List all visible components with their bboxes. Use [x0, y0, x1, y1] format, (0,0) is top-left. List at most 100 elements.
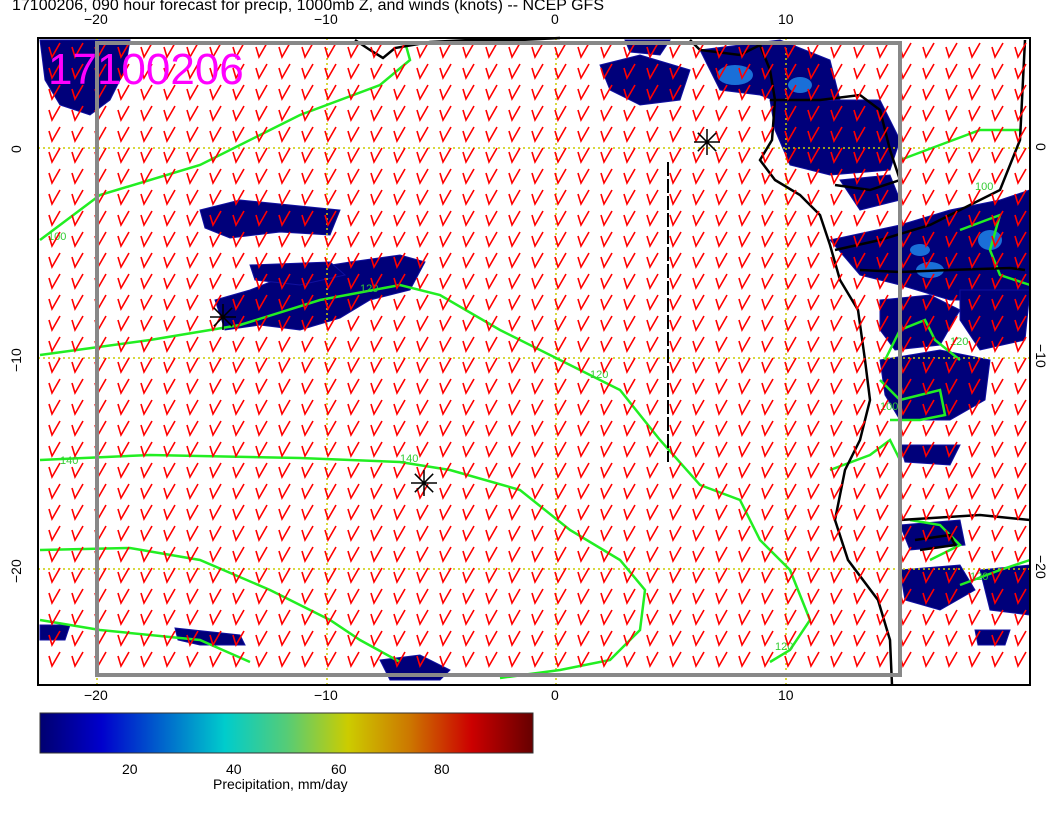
wind-barb	[531, 357, 544, 375]
wind-barb	[784, 210, 797, 228]
wind-barb	[646, 315, 659, 333]
wind-barb	[738, 315, 751, 333]
wind-barb	[485, 588, 498, 606]
wind-barb	[807, 336, 820, 354]
wind-barb	[163, 609, 176, 627]
wind-barb	[71, 567, 84, 585]
wind-barb	[945, 609, 958, 627]
wind-barb	[715, 357, 728, 375]
wind-barb	[968, 630, 981, 648]
wind-barb	[485, 336, 498, 354]
wind-barb	[991, 336, 1004, 354]
wind-barb	[278, 441, 291, 459]
wind-barb	[347, 504, 360, 522]
wind-barb	[186, 651, 199, 669]
wind-barb	[508, 378, 521, 396]
wind-barb	[416, 546, 429, 564]
wind-barb	[186, 483, 199, 501]
wind-barb	[830, 336, 843, 354]
wind-barb	[1014, 588, 1027, 606]
wind-barb	[163, 105, 176, 123]
wind-barb	[370, 651, 383, 669]
wind-barb	[830, 357, 843, 375]
wind-barb	[761, 588, 774, 606]
wind-barb	[853, 546, 866, 564]
wind-barb	[577, 357, 590, 375]
wind-barb	[876, 126, 889, 144]
wind-barb	[646, 378, 659, 396]
wind-barb	[692, 483, 705, 501]
wind-barb	[968, 336, 981, 354]
wind-barb	[968, 294, 981, 312]
wind-barb	[324, 147, 337, 165]
wind-barb	[807, 252, 820, 270]
contour-label: 120	[970, 571, 988, 583]
wind-barb	[140, 399, 153, 417]
wind-barb	[761, 357, 774, 375]
wind-barb	[416, 378, 429, 396]
wind-barb	[439, 105, 452, 123]
wind-barb	[508, 126, 521, 144]
wind-barb	[232, 273, 245, 291]
wind-barb	[945, 126, 958, 144]
wind-barb	[439, 441, 452, 459]
wind-barb	[830, 105, 843, 123]
wind-barb	[462, 189, 475, 207]
wind-barb	[209, 294, 222, 312]
wind-barb	[347, 147, 360, 165]
wind-barb	[416, 525, 429, 543]
wind-barb	[140, 609, 153, 627]
wind-barb	[876, 462, 889, 480]
wind-barb	[416, 441, 429, 459]
wind-barb	[968, 399, 981, 417]
wind-barb	[623, 210, 636, 228]
wind-barb	[623, 588, 636, 606]
wind-barb	[71, 168, 84, 186]
wind-barb	[830, 609, 843, 627]
wind-barb	[117, 462, 130, 480]
wind-barb	[807, 357, 820, 375]
wind-barb	[692, 147, 705, 165]
wind-barb	[71, 651, 84, 669]
wind-barb	[784, 588, 797, 606]
wind-barb	[347, 525, 360, 543]
wind-barb	[669, 462, 682, 480]
wind-barb	[1014, 378, 1027, 396]
wind-barb	[1014, 105, 1027, 123]
wind-barb	[738, 420, 751, 438]
wind-barb	[807, 147, 820, 165]
wind-barb	[531, 84, 544, 102]
precip-area	[199, 199, 341, 239]
wind-barb	[508, 462, 521, 480]
wind-barb	[646, 168, 659, 186]
wind-barb	[623, 147, 636, 165]
wind-barb	[71, 378, 84, 396]
wind-barb	[554, 294, 567, 312]
wind-barb	[554, 546, 567, 564]
wind-barb	[416, 420, 429, 438]
wind-barb	[531, 294, 544, 312]
wind-barb	[370, 231, 383, 249]
wind-barb	[278, 399, 291, 417]
wind-barb	[301, 105, 314, 123]
wind-barb	[715, 504, 728, 522]
wind-barb	[577, 525, 590, 543]
wind-barb	[853, 42, 866, 60]
wind-barb	[577, 651, 590, 669]
wind-barb	[784, 231, 797, 249]
wind-barb	[485, 609, 498, 627]
wind-barb	[669, 147, 682, 165]
wind-barb	[117, 504, 130, 522]
wind-barb	[554, 588, 567, 606]
wind-barb	[508, 63, 521, 81]
wind-barb	[715, 630, 728, 648]
wind-barb	[577, 105, 590, 123]
wind-barb	[48, 189, 61, 207]
marker-stroke	[414, 473, 434, 493]
coastline	[834, 39, 1027, 252]
wind-barb	[255, 630, 268, 648]
wind-barb	[715, 546, 728, 564]
wind-barb	[232, 189, 245, 207]
wind-barb	[163, 462, 176, 480]
wind-barb	[324, 63, 337, 81]
